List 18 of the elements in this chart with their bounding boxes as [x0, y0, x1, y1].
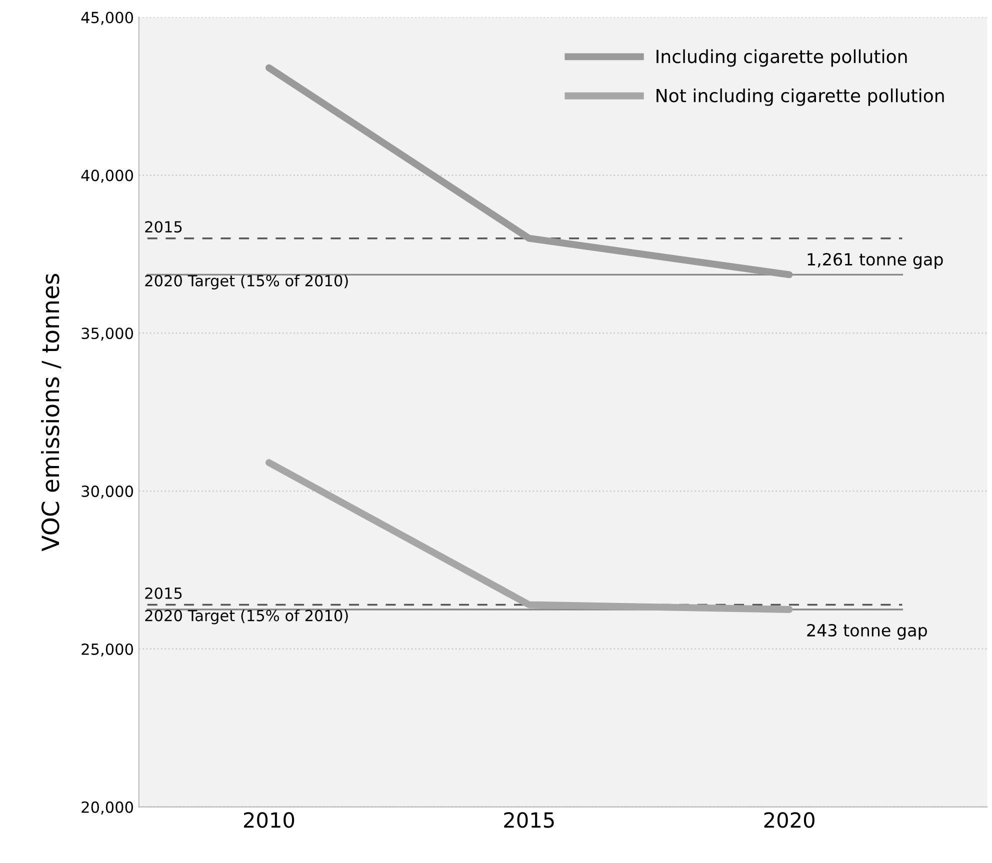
y-axis-title: VOC emissions / tonnes: [41, 274, 62, 552]
legend-label: Including cigarette pollution: [656, 49, 907, 67]
ref-line-label: 2020 Target (15% of 2010): [145, 274, 348, 290]
y-tick-label: 40,000: [81, 170, 134, 183]
ref-line-label: 2020 Target (15% of 2010): [145, 609, 348, 624]
annotation: 2015: [145, 221, 182, 233]
y-tick-label: 35,000: [82, 328, 134, 341]
annotation: 243 tonne gap: [807, 624, 927, 640]
legend-label: Not including cigarette pollution: [656, 88, 944, 106]
y-tick-label: 45,000: [81, 12, 134, 25]
y-tick-label: 20,000: [82, 801, 134, 814]
y-tick-label: 30,000: [82, 486, 134, 499]
x-tick-label: 2020: [764, 812, 814, 828]
annotation: 1,261 tonne gap: [808, 253, 943, 269]
annotation: 2015: [145, 587, 182, 600]
x-tick-label: 2010: [244, 812, 294, 828]
y-tick-label: 25,000: [82, 643, 134, 657]
x-tick-label: 2015: [504, 812, 554, 828]
